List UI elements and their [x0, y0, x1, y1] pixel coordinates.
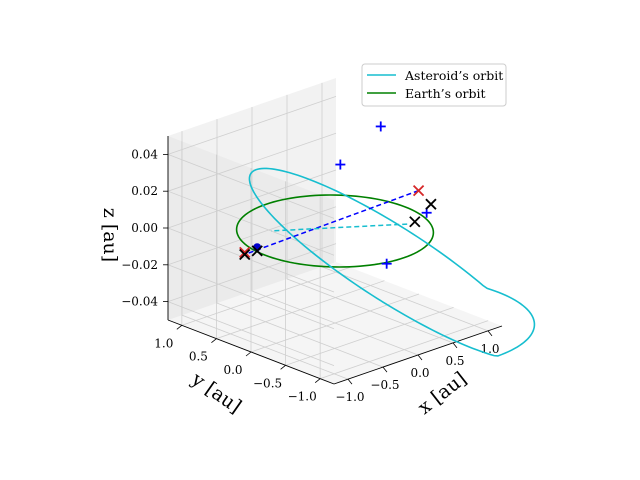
x-tick-label: −0.5: [370, 378, 399, 392]
blue-plus-marker: [375, 121, 386, 132]
blue-plus-marker: [381, 258, 392, 269]
legend: Asteroid’s orbit Earth’s orbit: [361, 63, 507, 107]
x-tick-label: 0.0: [410, 366, 429, 380]
x-marker-b: [239, 246, 251, 258]
y-tick-label: 0.0: [223, 363, 242, 377]
black-x-marker: [239, 248, 251, 261]
black-x-marker: [409, 216, 421, 228]
dashed-connector-cyan: [271, 223, 408, 232]
x-marker-b: [251, 245, 263, 257]
x-tick-mark: [382, 366, 388, 373]
asteroid-orbit-line: [248, 167, 536, 357]
z-tick-label: 0.04: [131, 147, 158, 161]
black-x-marker: [251, 245, 263, 257]
grid-line-x: [216, 119, 384, 368]
x-tick-mark: [347, 378, 353, 385]
x-marker-b: [425, 198, 437, 210]
y-tick-mark: [280, 365, 286, 370]
legend-earth-label: Earth’s orbit: [405, 86, 486, 101]
z-axis-label: z [au]: [99, 208, 121, 262]
x-tick-mark: [417, 354, 423, 361]
red-x-marker: [239, 246, 251, 258]
red-x-marker: [412, 184, 425, 197]
earth-orbit-line: [235, 194, 435, 268]
orbit-series: [235, 167, 536, 357]
x-marker-b: [239, 248, 251, 261]
grid-line-x: [286, 94, 454, 344]
y-tick-label: −0.5: [253, 376, 282, 390]
x-marker-b: [409, 216, 421, 228]
y-tick-mark: [245, 351, 252, 357]
z-tick-label: 0.02: [131, 184, 158, 198]
markers: [239, 121, 437, 269]
x-tick-mark: [487, 330, 493, 337]
blue-plus-marker: [335, 159, 346, 170]
legend-box: [361, 63, 507, 107]
y-tick-mark: [211, 338, 217, 343]
y-tick-mark: [314, 378, 321, 383]
y-tick-label: 0.5: [189, 350, 208, 364]
z-tick-label: −0.02: [121, 258, 158, 272]
tick-labels: −1.0−0.50.00.51.01.00.50.0−0.5−1.00.040.…: [121, 147, 499, 404]
legend-asteroid-label: Asteroid’s orbit: [404, 68, 503, 83]
y-tick-mark: [176, 325, 183, 330]
x-tick-label: 0.5: [445, 354, 464, 368]
x-marker-b: [412, 184, 425, 197]
y-tick-label: 1.0: [154, 336, 173, 350]
black-x-marker: [425, 198, 437, 210]
dashed-connector-blue: [244, 189, 419, 256]
x-tick-label: −1.0: [335, 390, 364, 404]
z-tick-label: −0.04: [121, 295, 158, 309]
grid-line-x: [251, 107, 419, 356]
x-tick-mark: [452, 342, 458, 349]
z-tick-label: 0.00: [131, 221, 158, 235]
y-tick-label: −1.0: [288, 390, 317, 404]
